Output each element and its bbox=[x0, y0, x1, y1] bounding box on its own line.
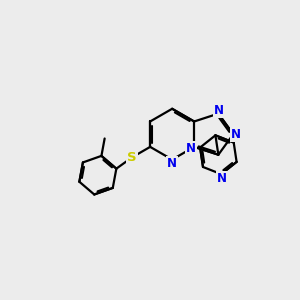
Text: N: N bbox=[217, 172, 227, 185]
Text: N: N bbox=[214, 104, 224, 118]
Text: N: N bbox=[167, 157, 177, 169]
Text: S: S bbox=[128, 151, 137, 164]
Text: N: N bbox=[231, 128, 241, 141]
Text: N: N bbox=[186, 142, 197, 155]
